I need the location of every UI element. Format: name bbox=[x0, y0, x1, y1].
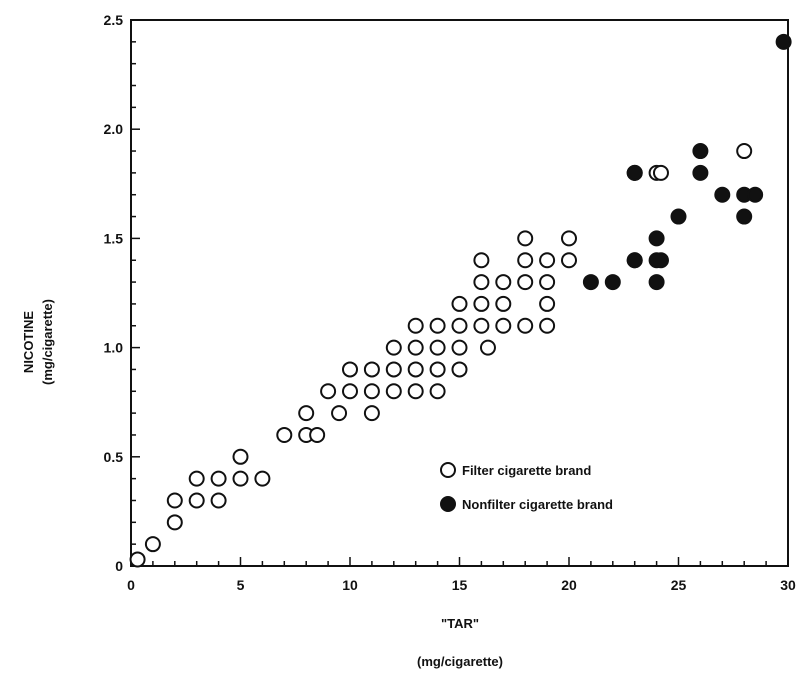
filter-point bbox=[232, 470, 249, 487]
x-axis: 0 5 10 15 20 25 30 bbox=[127, 557, 796, 593]
filter-point bbox=[473, 317, 490, 334]
filter-point bbox=[539, 252, 556, 269]
nonfilter-point bbox=[626, 252, 643, 269]
filter-point bbox=[363, 383, 380, 400]
filter-point bbox=[407, 361, 424, 378]
nonfilter-point bbox=[692, 143, 709, 160]
x-tick-label: 15 bbox=[452, 577, 468, 593]
legend-marker-filter bbox=[440, 462, 456, 478]
nonfilter-point bbox=[626, 164, 643, 181]
x-tick-label: 5 bbox=[237, 577, 245, 593]
filter-point bbox=[210, 492, 227, 509]
filter-point bbox=[451, 361, 468, 378]
y-tick-label: 0.5 bbox=[104, 449, 124, 465]
filter-point bbox=[495, 274, 512, 291]
filter-point bbox=[210, 470, 227, 487]
nonfilter-point bbox=[714, 186, 731, 203]
filter-point bbox=[188, 492, 205, 509]
plot-frame bbox=[130, 19, 789, 567]
x-tick-label: 25 bbox=[671, 577, 687, 593]
filter-point bbox=[561, 230, 577, 247]
filter-point bbox=[736, 143, 753, 160]
filter-point bbox=[331, 405, 348, 422]
filter-point bbox=[166, 514, 183, 531]
x-axis-title: "TAR" bbox=[441, 616, 479, 631]
y-tick-label: 1.0 bbox=[104, 340, 124, 356]
filter-point bbox=[473, 252, 490, 269]
filter-point bbox=[539, 317, 556, 334]
data-points bbox=[129, 33, 792, 568]
x-tick-label: 10 bbox=[342, 577, 358, 593]
legend-marker-nonfilter bbox=[440, 496, 456, 512]
legend-label-nonfilter: Nonfilter cigarette brand bbox=[462, 497, 613, 512]
nonfilter-point bbox=[582, 274, 599, 291]
filter-point bbox=[429, 317, 446, 334]
filter-point bbox=[385, 339, 402, 356]
y-tick-label: 0 bbox=[115, 558, 123, 574]
nonfilter-point bbox=[670, 208, 687, 225]
y-tick-label: 2.5 bbox=[104, 12, 124, 28]
filter-point bbox=[188, 470, 205, 487]
legend-label-filter: Filter cigarette brand bbox=[462, 463, 591, 478]
nonfilter-point bbox=[604, 274, 621, 291]
filter-point bbox=[539, 295, 556, 312]
filter-point bbox=[451, 317, 468, 334]
filter-point bbox=[166, 492, 183, 509]
filter-point bbox=[309, 426, 326, 443]
filter-point bbox=[451, 295, 468, 312]
filter-point bbox=[517, 252, 534, 269]
filter-point bbox=[320, 383, 337, 400]
y-axis-title: NICOTINE bbox=[21, 311, 36, 373]
filter-point bbox=[363, 405, 380, 422]
filter-point bbox=[407, 317, 424, 334]
nonfilter-point bbox=[648, 230, 665, 247]
filter-point bbox=[407, 339, 424, 356]
filter-point bbox=[517, 317, 534, 334]
filter-point bbox=[276, 426, 293, 443]
filter-point bbox=[129, 551, 146, 568]
filter-point bbox=[385, 361, 402, 378]
filter-point bbox=[473, 274, 490, 291]
filter-point bbox=[429, 339, 446, 356]
filter-point bbox=[479, 339, 496, 356]
filter-point bbox=[407, 383, 424, 400]
x-tick-label: 20 bbox=[561, 577, 577, 593]
y-axis: 0 0.5 1.0 1.5 2.0 2.5 bbox=[104, 12, 140, 574]
x-tick-label: 0 bbox=[127, 577, 135, 593]
filter-point bbox=[473, 295, 490, 312]
filter-point bbox=[144, 536, 161, 553]
nonfilter-point bbox=[652, 252, 669, 269]
x-axis-unit: (mg/cigarette) bbox=[417, 654, 503, 669]
x-tick-label: 30 bbox=[780, 577, 796, 593]
filter-point bbox=[363, 361, 380, 378]
filter-point bbox=[517, 274, 534, 291]
nonfilter-point bbox=[747, 186, 764, 203]
filter-point bbox=[232, 448, 249, 465]
filter-point bbox=[495, 295, 512, 312]
y-axis-unit: (mg/cigarette) bbox=[40, 299, 55, 385]
nonfilter-point bbox=[692, 164, 709, 181]
filter-point bbox=[495, 317, 512, 334]
filter-point bbox=[254, 470, 271, 487]
nonfilter-point bbox=[648, 274, 665, 291]
filter-point bbox=[385, 383, 402, 400]
filter-point bbox=[561, 252, 577, 269]
filter-point bbox=[429, 383, 446, 400]
filter-point bbox=[342, 361, 358, 378]
filter-point bbox=[342, 383, 358, 400]
filter-point bbox=[429, 361, 446, 378]
nonfilter-point bbox=[775, 33, 792, 50]
filter-point bbox=[652, 164, 669, 181]
filter-point bbox=[451, 339, 468, 356]
nonfilter-point bbox=[736, 208, 753, 225]
y-tick-label: 2.0 bbox=[104, 121, 124, 137]
plot-border bbox=[130, 19, 789, 567]
legend: Filter cigarette brand Nonfilter cigaret… bbox=[440, 462, 613, 512]
y-tick-label: 1.5 bbox=[104, 230, 124, 246]
filter-point bbox=[539, 274, 556, 291]
filter-point bbox=[298, 405, 315, 422]
filter-point bbox=[517, 230, 534, 247]
